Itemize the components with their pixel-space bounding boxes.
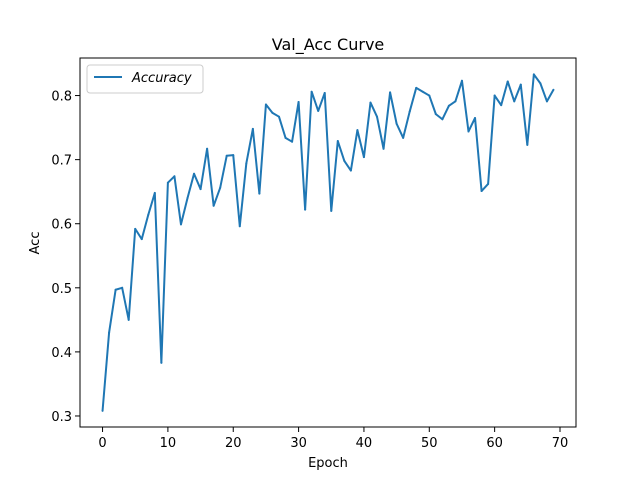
y-axis-label: Acc <box>28 232 43 255</box>
accuracy-data-point <box>506 80 509 83</box>
accuracy-data-point <box>434 113 437 116</box>
accuracy-data-point <box>454 100 457 103</box>
y-tick-label: 0.7 <box>51 154 72 169</box>
accuracy-data-point <box>121 286 124 289</box>
legend-label-accuracy: Accuracy <box>131 71 192 86</box>
accuracy-data-point <box>271 111 274 114</box>
accuracy-data-point <box>421 90 424 93</box>
x-tick-label: 30 <box>290 436 307 451</box>
accuracy-data-point <box>519 83 522 86</box>
accuracy-data-point <box>356 129 359 132</box>
accuracy-series-line <box>101 73 555 411</box>
x-tick-label: 10 <box>160 436 177 451</box>
accuracy-data-point <box>441 118 444 121</box>
accuracy-data-point <box>108 331 111 334</box>
accuracy-data-point <box>114 288 117 291</box>
x-tick-label: 0 <box>98 436 106 451</box>
y-tick-label: 0.8 <box>51 90 72 105</box>
x-tick-label: 60 <box>486 436 503 451</box>
accuracy-data-point <box>317 109 320 112</box>
accuracy-series-points <box>101 73 555 412</box>
x-axis-ticks: 0 10 20 30 40 50 60 70 <box>98 427 568 451</box>
accuracy-data-point <box>193 172 196 175</box>
accuracy-data-point <box>467 130 470 133</box>
accuracy-data-point <box>251 127 254 130</box>
y-axis-ticks: 0.3 0.4 0.5 0.6 0.7 0.8 <box>51 90 80 425</box>
accuracy-data-point <box>487 182 490 185</box>
accuracy-data-point <box>304 208 307 211</box>
accuracy-data-point <box>447 104 450 107</box>
accuracy-data-point <box>526 143 529 146</box>
x-tick-label: 70 <box>552 436 569 451</box>
accuracy-data-point <box>376 115 379 118</box>
accuracy-data-point <box>284 136 287 139</box>
plot-background <box>80 58 576 427</box>
accuracy-data-point <box>552 88 555 91</box>
accuracy-data-point <box>206 147 209 150</box>
accuracy-data-point <box>349 169 352 172</box>
accuracy-data-point <box>330 209 333 212</box>
y-tick-label: 0.4 <box>51 346 72 361</box>
accuracy-data-point <box>369 101 372 104</box>
accuracy-data-point <box>160 361 163 364</box>
accuracy-data-point <box>428 94 431 97</box>
y-tick-label: 0.3 <box>51 410 72 425</box>
accuracy-data-point <box>225 154 228 157</box>
accuracy-data-point <box>166 181 169 184</box>
accuracy-data-point <box>127 318 130 321</box>
accuracy-data-point <box>395 122 398 125</box>
accuracy-data-point <box>212 204 215 207</box>
accuracy-data-point <box>264 103 267 106</box>
accuracy-data-point <box>336 140 339 143</box>
accuracy-data-point <box>480 190 483 193</box>
accuracy-data-point <box>291 140 294 143</box>
accuracy-data-point <box>297 100 300 103</box>
accuracy-data-point <box>474 116 477 119</box>
accuracy-data-point <box>147 213 150 216</box>
x-axis-label: Epoch <box>308 456 348 471</box>
accuracy-data-point <box>362 156 365 159</box>
accuracy-data-point <box>173 175 176 178</box>
accuracy-data-point <box>101 409 104 412</box>
accuracy-data-point <box>460 79 463 82</box>
accuracy-data-point <box>500 104 503 107</box>
accuracy-data-point <box>153 191 156 194</box>
chart-title: Val_Acc Curve <box>272 35 385 55</box>
accuracy-data-point <box>402 136 405 139</box>
y-tick-label: 0.5 <box>51 282 72 297</box>
accuracy-data-point <box>545 100 548 103</box>
accuracy-data-point <box>539 82 542 85</box>
accuracy-data-point <box>245 162 248 165</box>
accuracy-data-point <box>238 225 241 228</box>
accuracy-data-point <box>310 90 313 93</box>
accuracy-data-point <box>532 73 535 76</box>
accuracy-data-point <box>382 147 385 150</box>
accuracy-data-point <box>232 154 235 157</box>
accuracy-data-point <box>186 197 189 200</box>
plot-frame <box>79 57 577 428</box>
accuracy-data-point <box>140 238 143 241</box>
accuracy-data-point <box>134 227 137 230</box>
y-tick-label: 0.6 <box>51 218 72 233</box>
legend-box <box>86 64 204 94</box>
accuracy-data-point <box>415 86 418 89</box>
legend: Accuracy <box>86 64 204 94</box>
accuracy-data-point <box>408 110 411 113</box>
accuracy-data-point <box>179 223 182 226</box>
accuracy-data-point <box>199 188 202 191</box>
accuracy-data-point <box>513 100 516 103</box>
x-tick-label: 20 <box>225 436 242 451</box>
accuracy-data-point <box>493 94 496 97</box>
accuracy-data-point <box>258 192 261 195</box>
accuracy-data-point <box>323 91 326 94</box>
accuracy-data-point <box>219 186 222 189</box>
x-tick-label: 40 <box>356 436 373 451</box>
x-tick-label: 50 <box>421 436 438 451</box>
accuracy-data-point <box>389 91 392 94</box>
accuracy-data-point <box>277 115 280 118</box>
accuracy-data-point <box>343 159 346 162</box>
